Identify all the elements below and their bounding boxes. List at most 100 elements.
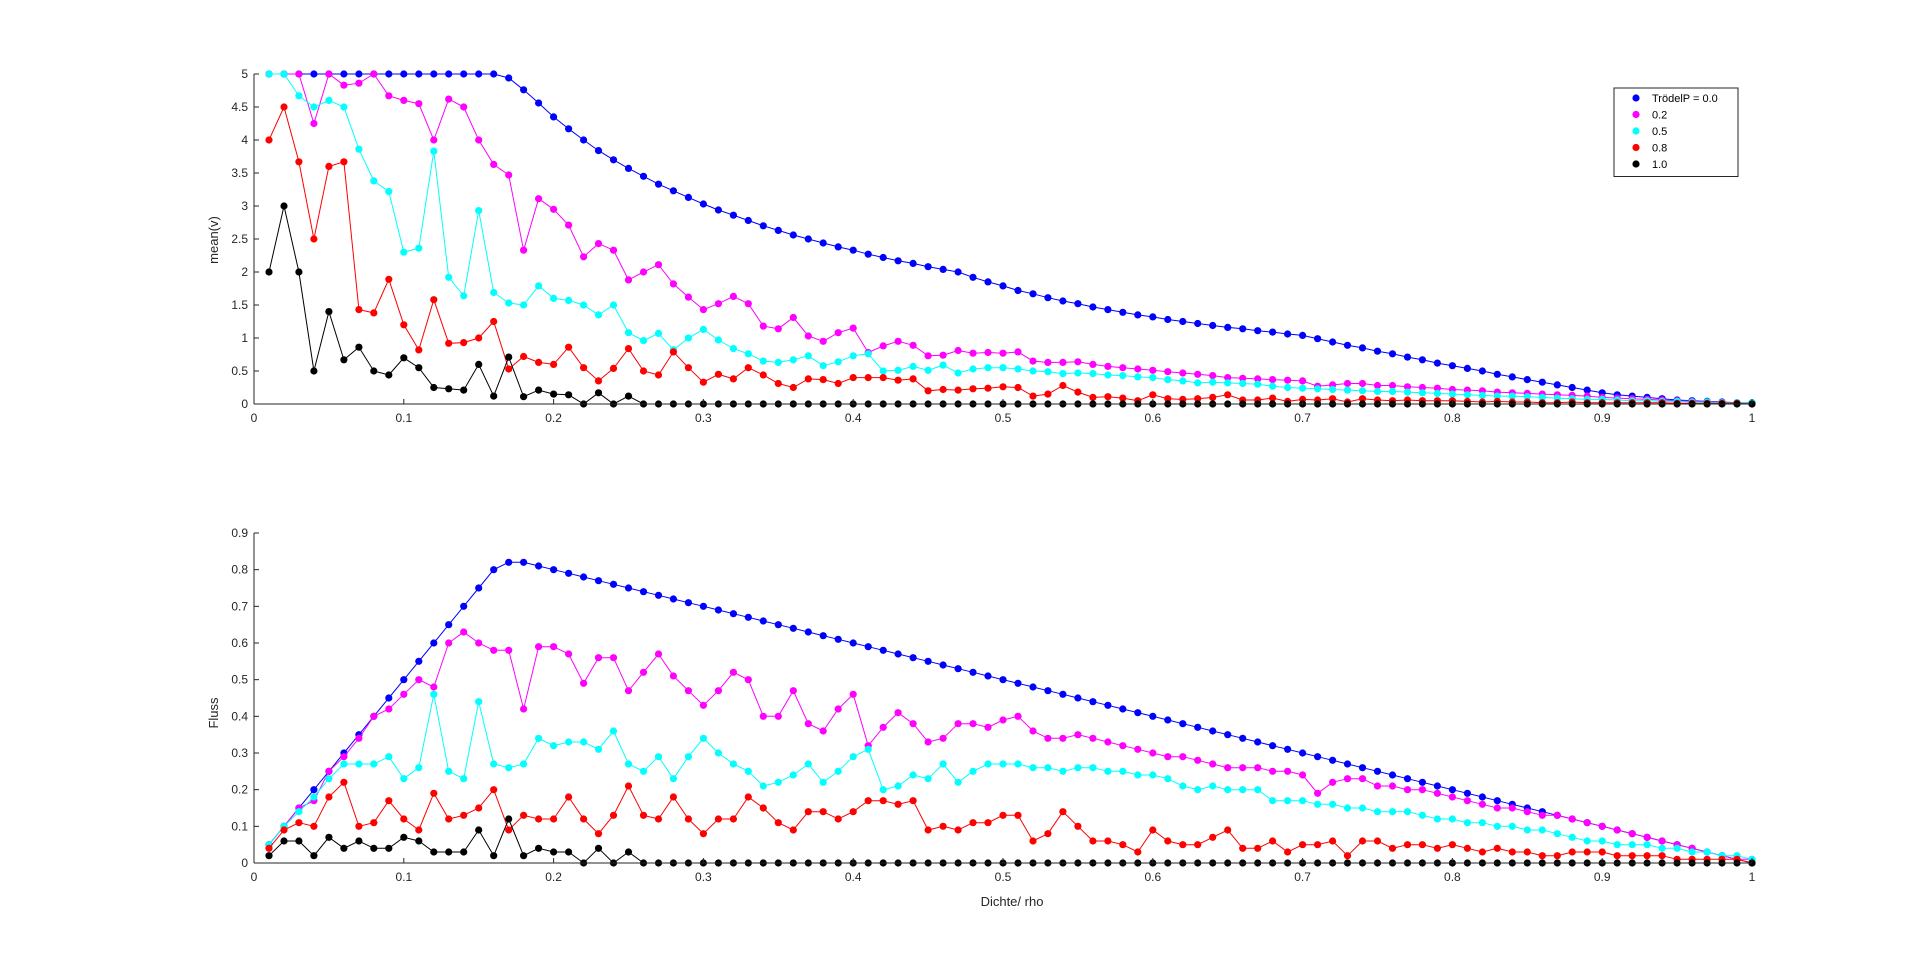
data-point [1014, 760, 1022, 768]
data-point [1358, 379, 1367, 388]
data-point [849, 690, 857, 698]
data-point [1269, 328, 1277, 336]
data-point [1029, 837, 1037, 845]
data-point [325, 70, 333, 78]
data-point [310, 119, 318, 128]
data-point [1029, 367, 1037, 375]
data-point [669, 595, 678, 603]
data-point [415, 837, 423, 845]
data-point [1299, 384, 1307, 392]
x-tick-label: 0.3 [695, 870, 712, 884]
series-line [269, 73, 1752, 404]
data-point [1104, 767, 1112, 775]
data-point [939, 760, 947, 768]
data-point [1343, 386, 1352, 394]
data-point [1314, 335, 1322, 343]
data-point [939, 661, 947, 669]
data-point [969, 365, 977, 373]
data-point [325, 775, 333, 783]
series-4 [265, 778, 1756, 867]
data-point [699, 602, 708, 610]
data-point [894, 366, 902, 374]
y-tick-label: 2 [241, 265, 248, 279]
data-point [415, 826, 423, 834]
data-point [1089, 370, 1097, 378]
x-tick-label: 1 [1749, 411, 1756, 425]
data-point [1164, 716, 1172, 724]
data-point [1553, 381, 1561, 389]
data-point [1284, 848, 1292, 856]
data-point [1538, 811, 1546, 819]
data-point [565, 650, 573, 658]
x-tick-label: 0.1 [395, 411, 412, 425]
data-point [744, 767, 752, 775]
data-point [310, 70, 318, 78]
data-point [714, 749, 723, 757]
data-point [744, 364, 752, 372]
data-point [430, 296, 438, 304]
data-point [430, 639, 438, 647]
data-point [385, 705, 393, 713]
data-point [310, 103, 318, 111]
data-point [1478, 848, 1486, 856]
data-point [1134, 311, 1142, 319]
x-tick-label: 0.6 [1144, 870, 1161, 884]
data-point [1403, 353, 1412, 361]
data-point [340, 778, 348, 786]
data-point [1194, 786, 1202, 794]
data-point [1493, 822, 1501, 830]
x-tick-label: 0.5 [995, 411, 1012, 425]
data-point [1299, 377, 1307, 385]
data-point [1119, 742, 1127, 750]
data-point [1044, 764, 1052, 772]
legend: TrödelP = 0.0 0.2 0.5 0.8 1.0 [1613, 87, 1739, 177]
data-point [639, 268, 648, 276]
data-point [669, 672, 678, 680]
data-point [1149, 749, 1157, 757]
data-point [834, 815, 842, 823]
data-point [774, 712, 782, 720]
data-point [819, 376, 827, 384]
data-point [415, 244, 423, 252]
data-point [1269, 767, 1277, 775]
data-point [355, 145, 363, 153]
data-point [924, 352, 932, 360]
data-point [340, 70, 348, 78]
data-point [415, 764, 423, 772]
data-point [310, 852, 318, 860]
data-point [774, 819, 782, 827]
data-point [415, 657, 423, 665]
data-point [609, 654, 618, 662]
data-point [624, 687, 633, 695]
data-point [400, 690, 408, 698]
data-point [594, 147, 603, 155]
data-point [1104, 362, 1112, 370]
data-point [714, 606, 723, 614]
data-point [1448, 815, 1456, 823]
series-line [269, 73, 1752, 404]
data-point [804, 808, 812, 816]
data-point [550, 643, 558, 651]
data-point [325, 767, 333, 775]
data-point [1284, 383, 1292, 392]
data-point [969, 720, 977, 728]
data-point [834, 243, 842, 251]
data-point [475, 698, 483, 706]
data-point [909, 341, 917, 349]
data-point [954, 826, 962, 834]
data-point [594, 745, 603, 753]
data-point [1089, 360, 1097, 368]
x-tick-label: 0.7 [1294, 411, 1311, 425]
data-point [1224, 379, 1232, 387]
data-point [1448, 793, 1456, 801]
data-point [535, 386, 543, 394]
data-point [894, 337, 902, 345]
data-point [1418, 811, 1426, 819]
series-line [268, 105, 1753, 405]
data-point [1329, 756, 1337, 764]
data-point [295, 70, 303, 78]
data-point [969, 349, 977, 357]
data-point [430, 383, 438, 392]
data-point [1418, 778, 1426, 786]
data-point [340, 356, 348, 364]
